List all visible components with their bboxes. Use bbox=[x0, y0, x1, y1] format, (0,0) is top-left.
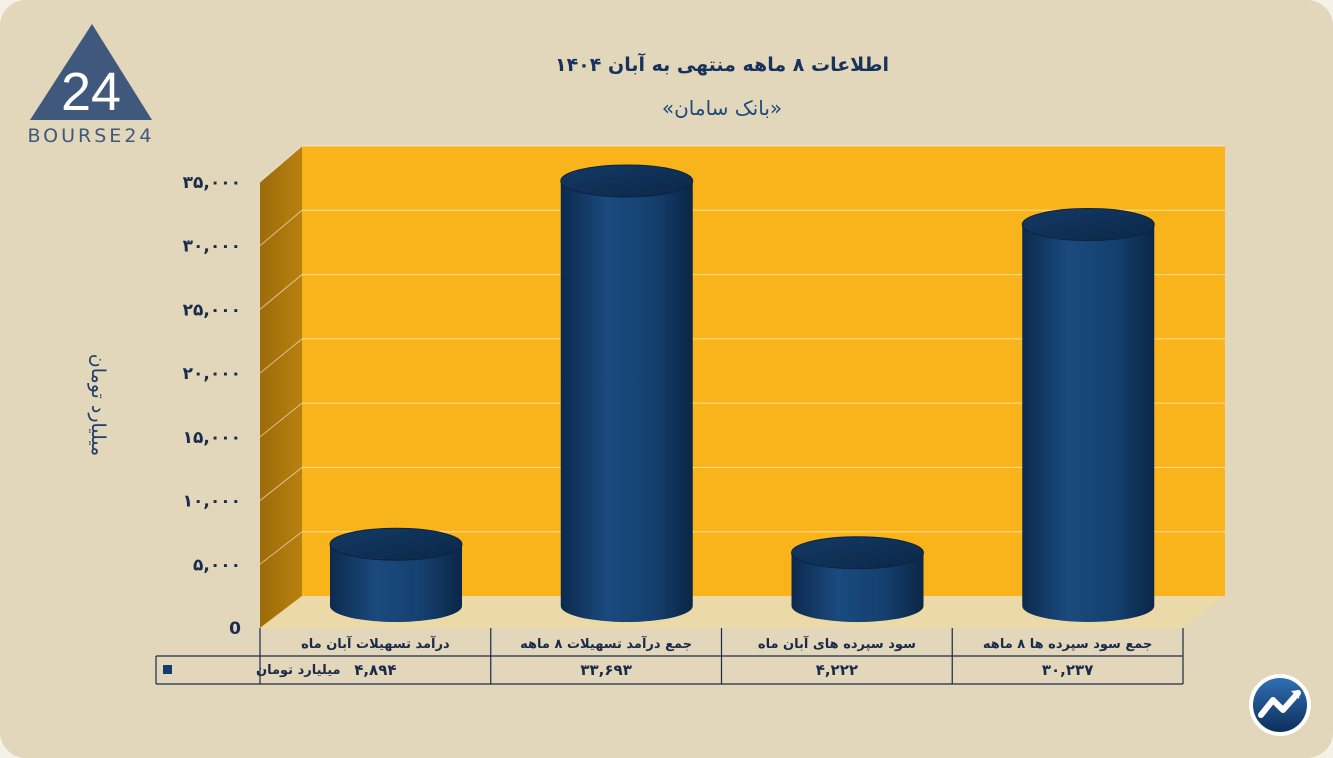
category-label: جمع درآمد تسهیلات ۸ ماهه bbox=[520, 635, 692, 652]
y-tick-label: ۲۰,۰۰۰ bbox=[183, 364, 241, 384]
value-label: ۴,۸۹۴ bbox=[354, 661, 396, 679]
value-label: ۳۰,۲۳۷ bbox=[1042, 661, 1093, 679]
bar-top bbox=[1021, 208, 1155, 242]
data-table: میلیارد تومان درآمد تسهیلات آبان ماه ۴,۸۹… bbox=[155, 628, 1184, 685]
grid-line-diagonal bbox=[259, 467, 303, 501]
grid-line-diagonal bbox=[259, 274, 303, 310]
bar-body bbox=[560, 180, 693, 622]
bar-body bbox=[330, 544, 462, 622]
category-label: درآمد تسهیلات آبان ماه bbox=[301, 635, 450, 652]
y-tick-label: ۱۵,۰۰۰ bbox=[183, 428, 241, 448]
bar-body bbox=[791, 552, 924, 622]
bar-top bbox=[791, 536, 924, 570]
y-tick-label: ۳۵,۰۰۰ bbox=[183, 173, 241, 193]
grid-line-diagonal bbox=[259, 338, 303, 374]
grid-line-diagonal bbox=[259, 209, 303, 247]
plot-side-wall bbox=[260, 146, 302, 628]
y-axis-label: میلیارد تومان bbox=[87, 354, 109, 456]
logo-text: BOURSE24 bbox=[27, 125, 154, 147]
trend-logo-icon bbox=[1249, 674, 1311, 736]
grid-line-diagonal bbox=[259, 402, 303, 438]
y-tick-label: 0 bbox=[229, 619, 241, 639]
bar bbox=[791, 536, 924, 622]
y-tick-label: ۳۰,۰۰۰ bbox=[183, 237, 241, 257]
bar-body bbox=[1022, 224, 1155, 622]
bar-top bbox=[329, 527, 463, 561]
y-tick-label: ۱۰,۰۰۰ bbox=[183, 492, 241, 512]
bars bbox=[329, 164, 1155, 622]
value-label: ۳۳,۶۹۳ bbox=[580, 661, 631, 679]
y-tick-label: ۵,۰۰۰ bbox=[193, 555, 241, 575]
bar bbox=[329, 527, 463, 622]
grid-line-diagonal bbox=[259, 145, 303, 183]
y-tick-labels: 0 ۵,۰۰۰ ۱۰,۰۰۰ ۱۵,۰۰۰ ۲۰,۰۰۰ ۲۵,۰۰۰ ۳۰,۰۰۰ ۳۵,۰… bbox=[183, 173, 242, 639]
grid-line-diagonal bbox=[259, 531, 303, 565]
value-label: ۴,۲۲۲ bbox=[816, 661, 858, 679]
chart-subtitle: «بانک سامان» bbox=[662, 96, 782, 120]
y-tick-label: ۲۵,۰۰۰ bbox=[183, 300, 241, 320]
category-label: سود سپرده های آبان ماه bbox=[758, 635, 916, 652]
bar bbox=[560, 164, 694, 622]
legend-label: میلیارد تومان bbox=[256, 663, 341, 678]
logo-triangle-icon bbox=[30, 24, 152, 120]
bar-top bbox=[560, 164, 694, 198]
bourse24-logo: 24 BOURSE24 bbox=[27, 24, 154, 147]
plot-floor bbox=[260, 596, 1225, 628]
chart-title: اطلاعات ۸ ماهه منتهی به آبان ۱۴۰۴ bbox=[555, 52, 889, 76]
legend-swatch bbox=[163, 665, 172, 674]
bar bbox=[1021, 208, 1155, 622]
category-label: جمع سود سپرده ها ۸ ماهه bbox=[983, 637, 1152, 652]
logo-mark: 24 bbox=[61, 62, 121, 122]
